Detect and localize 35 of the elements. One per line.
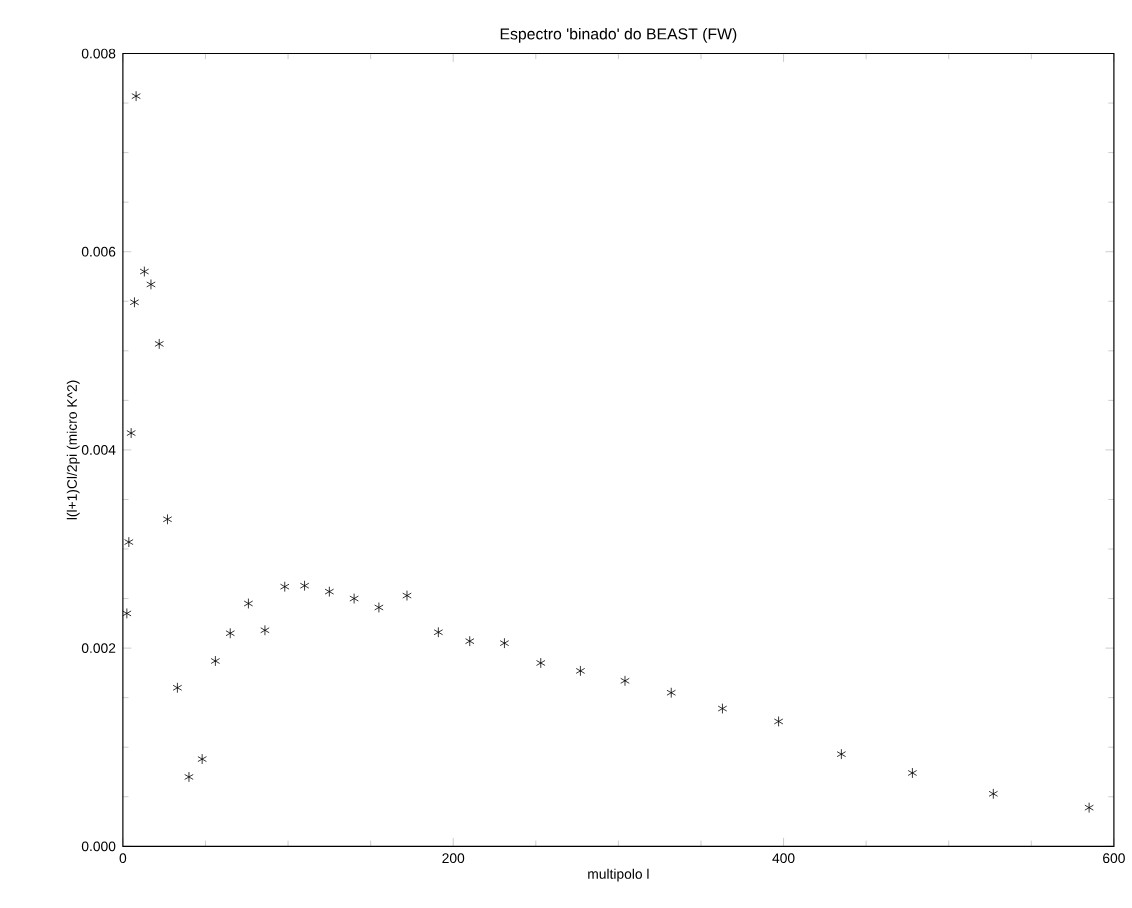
point [280, 581, 290, 593]
point [197, 753, 207, 765]
point [124, 536, 134, 548]
point [988, 788, 998, 800]
point [499, 637, 510, 649]
point [433, 627, 444, 638]
point [349, 593, 359, 605]
point [773, 716, 784, 727]
point [122, 608, 132, 619]
point [666, 687, 676, 699]
point [536, 657, 546, 669]
point [575, 665, 586, 677]
point [717, 703, 728, 715]
point [154, 338, 164, 350]
point [131, 90, 141, 102]
point [126, 427, 136, 439]
point [210, 655, 221, 667]
point [225, 628, 235, 639]
point [129, 297, 140, 308]
point [374, 602, 384, 613]
point [299, 580, 310, 592]
point [324, 586, 335, 598]
point [146, 279, 156, 290]
point [836, 748, 847, 760]
point [243, 598, 254, 609]
point [172, 682, 183, 694]
point [402, 590, 412, 602]
point [465, 635, 475, 647]
point [620, 675, 630, 687]
point [162, 514, 173, 525]
point [260, 625, 270, 636]
point [907, 767, 918, 779]
point [1084, 802, 1094, 814]
point [139, 266, 150, 277]
point [184, 771, 194, 783]
